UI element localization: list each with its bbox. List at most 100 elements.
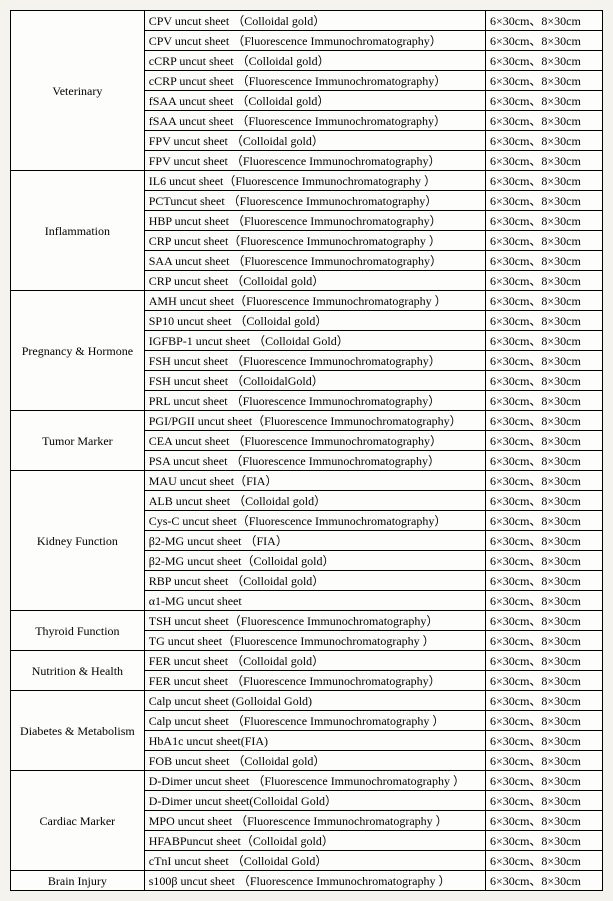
- table-row: VeterinaryCPV uncut sheet （Colloidal gol…: [11, 11, 603, 31]
- category-cell: Brain Injury: [11, 871, 145, 891]
- product-cell: CEA uncut sheet （Fluorescence Immunochro…: [144, 431, 485, 451]
- size-cell: 6×30cm、8×30cm: [485, 471, 602, 491]
- product-cell: cCRP uncut sheet （Fluorescence Immunochr…: [144, 71, 485, 91]
- size-cell: 6×30cm、8×30cm: [485, 351, 602, 371]
- product-cell: FSH uncut sheet （Fluorescence Immunochro…: [144, 351, 485, 371]
- product-cell: AMH uncut sheet（Fluorescence Immunochrom…: [144, 291, 485, 311]
- table-row: Brain Injurys100β uncut sheet （Fluoresce…: [11, 871, 603, 891]
- category-cell: Diabetes & Metabolism: [11, 691, 145, 771]
- product-cell: α1-MG uncut sheet: [144, 591, 485, 611]
- size-cell: 6×30cm、8×30cm: [485, 291, 602, 311]
- product-cell: IGFBP-1 uncut sheet （Colloidal Gold）: [144, 331, 485, 351]
- product-cell: RBP uncut sheet （Colloidal gold）: [144, 571, 485, 591]
- product-cell: HBP uncut sheet （Fluorescence Immunochro…: [144, 211, 485, 231]
- product-cell: β2-MG uncut sheet （FIA）: [144, 531, 485, 551]
- product-cell: D-Dimer uncut sheet(Colloidal Gold）: [144, 791, 485, 811]
- table-row: Pregnancy & HormoneAMH uncut sheet（Fluor…: [11, 291, 603, 311]
- size-cell: 6×30cm、8×30cm: [485, 611, 602, 631]
- product-cell: FER uncut sheet （Colloidal gold）: [144, 651, 485, 671]
- product-cell: SAA uncut sheet （Fluorescence Immunochro…: [144, 251, 485, 271]
- product-cell: CPV uncut sheet （Fluorescence Immunochro…: [144, 31, 485, 51]
- product-cell: s100β uncut sheet （Fluorescence Immunoch…: [144, 871, 485, 891]
- table-row: Kidney FunctionMAU uncut sheet（FIA）6×30c…: [11, 471, 603, 491]
- product-cell: PSA uncut sheet （Fluorescence Immunochro…: [144, 451, 485, 471]
- size-cell: 6×30cm、8×30cm: [485, 271, 602, 291]
- product-cell: IL6 uncut sheet（Fluorescence Immunochrom…: [144, 171, 485, 191]
- product-cell: CPV uncut sheet （Colloidal gold）: [144, 11, 485, 31]
- size-cell: 6×30cm、8×30cm: [485, 711, 602, 731]
- product-cell: MPO uncut sheet （Fluorescence Immunochro…: [144, 811, 485, 831]
- category-cell: Veterinary: [11, 11, 145, 171]
- table-row: Thyroid FunctionTSH uncut sheet（Fluoresc…: [11, 611, 603, 631]
- size-cell: 6×30cm、8×30cm: [485, 731, 602, 751]
- size-cell: 6×30cm、8×30cm: [485, 431, 602, 451]
- product-cell: FOB uncut sheet （Colloidal gold）: [144, 751, 485, 771]
- product-cell: PGI/PGII uncut sheet（Fluorescence Immuno…: [144, 411, 485, 431]
- size-cell: 6×30cm、8×30cm: [485, 591, 602, 611]
- table-row: InflammationIL6 uncut sheet（Fluorescence…: [11, 171, 603, 191]
- size-cell: 6×30cm、8×30cm: [485, 831, 602, 851]
- product-cell: Cys-C uncut sheet（Fluorescence Immunochr…: [144, 511, 485, 531]
- product-cell: MAU uncut sheet（FIA）: [144, 471, 485, 491]
- size-cell: 6×30cm、8×30cm: [485, 331, 602, 351]
- size-cell: 6×30cm、8×30cm: [485, 411, 602, 431]
- product-cell: cTnI uncut sheet （Colloidal Gold）: [144, 851, 485, 871]
- size-cell: 6×30cm、8×30cm: [485, 851, 602, 871]
- size-cell: 6×30cm、8×30cm: [485, 211, 602, 231]
- product-cell: D-Dimer uncut sheet （Fluorescence Immuno…: [144, 771, 485, 791]
- product-cell: β2-MG uncut sheet（Colloidal gold）: [144, 551, 485, 571]
- category-cell: Tumor Marker: [11, 411, 145, 471]
- table-row: Nutrition & HealthFER uncut sheet （Collo…: [11, 651, 603, 671]
- table-row: Tumor MarkerPGI/PGII uncut sheet（Fluores…: [11, 411, 603, 431]
- product-cell: Calp uncut sheet （Fluorescence Immunochr…: [144, 711, 485, 731]
- product-cell: FER uncut sheet （Fluorescence Immunochro…: [144, 671, 485, 691]
- product-cell: SP10 uncut sheet （Colloidal gold）: [144, 311, 485, 331]
- product-cell: FSH uncut sheet （ColloidalGold）: [144, 371, 485, 391]
- size-cell: 6×30cm、8×30cm: [485, 111, 602, 131]
- size-cell: 6×30cm、8×30cm: [485, 191, 602, 211]
- size-cell: 6×30cm、8×30cm: [485, 251, 602, 271]
- table-row: Diabetes & MetabolismCalp uncut sheet (G…: [11, 691, 603, 711]
- size-cell: 6×30cm、8×30cm: [485, 571, 602, 591]
- product-cell: Calp uncut sheet (Golloidal Gold): [144, 691, 485, 711]
- size-cell: 6×30cm、8×30cm: [485, 371, 602, 391]
- size-cell: 6×30cm、8×30cm: [485, 811, 602, 831]
- size-cell: 6×30cm、8×30cm: [485, 391, 602, 411]
- product-cell: HbA1c uncut sheet(FIA): [144, 731, 485, 751]
- table-body: VeterinaryCPV uncut sheet （Colloidal gol…: [11, 11, 603, 891]
- product-table: VeterinaryCPV uncut sheet （Colloidal gol…: [10, 10, 603, 891]
- table-row: Cardiac MarkerD-Dimer uncut sheet （Fluor…: [11, 771, 603, 791]
- size-cell: 6×30cm、8×30cm: [485, 651, 602, 671]
- size-cell: 6×30cm、8×30cm: [485, 231, 602, 251]
- size-cell: 6×30cm、8×30cm: [485, 11, 602, 31]
- category-cell: Inflammation: [11, 171, 145, 291]
- product-cell: cCRP uncut sheet （Colloidal gold）: [144, 51, 485, 71]
- product-cell: TG uncut sheet（Fluorescence Immunochroma…: [144, 631, 485, 651]
- size-cell: 6×30cm、8×30cm: [485, 771, 602, 791]
- size-cell: 6×30cm、8×30cm: [485, 31, 602, 51]
- category-cell: Cardiac Marker: [11, 771, 145, 871]
- product-cell: PCTuncut sheet （Fluorescence Immunochrom…: [144, 191, 485, 211]
- size-cell: 6×30cm、8×30cm: [485, 511, 602, 531]
- size-cell: 6×30cm、8×30cm: [485, 71, 602, 91]
- size-cell: 6×30cm、8×30cm: [485, 631, 602, 651]
- product-cell: CRP uncut sheet （Colloidal gold）: [144, 271, 485, 291]
- size-cell: 6×30cm、8×30cm: [485, 531, 602, 551]
- product-cell: HFABPuncut sheet（Colloidal gold）: [144, 831, 485, 851]
- size-cell: 6×30cm、8×30cm: [485, 691, 602, 711]
- size-cell: 6×30cm、8×30cm: [485, 131, 602, 151]
- size-cell: 6×30cm、8×30cm: [485, 671, 602, 691]
- category-cell: Nutrition & Health: [11, 651, 145, 691]
- product-cell: fSAA uncut sheet （Fluorescence Immunochr…: [144, 111, 485, 131]
- size-cell: 6×30cm、8×30cm: [485, 311, 602, 331]
- product-cell: TSH uncut sheet（Fluorescence Immunochrom…: [144, 611, 485, 631]
- size-cell: 6×30cm、8×30cm: [485, 151, 602, 171]
- size-cell: 6×30cm、8×30cm: [485, 51, 602, 71]
- product-cell: FPV uncut sheet （Fluorescence Immunochro…: [144, 151, 485, 171]
- size-cell: 6×30cm、8×30cm: [485, 91, 602, 111]
- category-cell: Kidney Function: [11, 471, 145, 611]
- size-cell: 6×30cm、8×30cm: [485, 171, 602, 191]
- size-cell: 6×30cm、8×30cm: [485, 551, 602, 571]
- size-cell: 6×30cm、8×30cm: [485, 751, 602, 771]
- product-cell: ALB uncut sheet （Colloidal gold）: [144, 491, 485, 511]
